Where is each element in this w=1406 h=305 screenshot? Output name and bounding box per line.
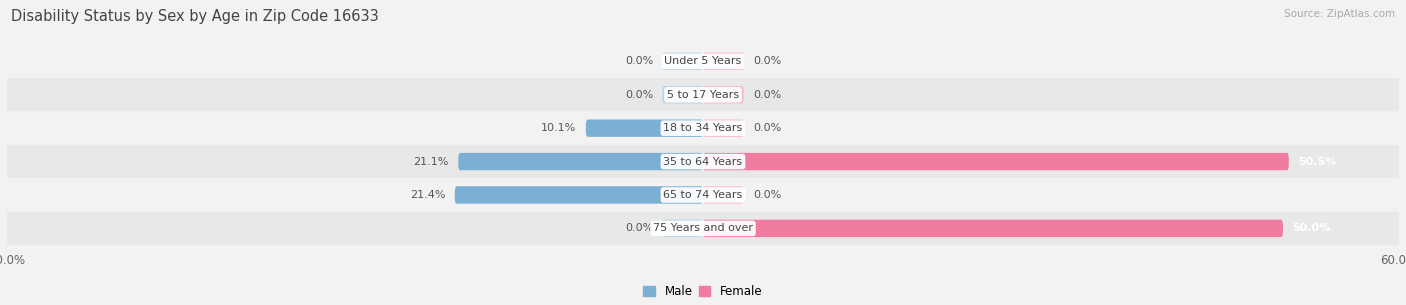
Text: 65 to 74 Years: 65 to 74 Years [664, 190, 742, 200]
FancyBboxPatch shape [662, 86, 703, 103]
Text: 75 Years and over: 75 Years and over [652, 223, 754, 233]
Text: 21.4%: 21.4% [411, 190, 446, 200]
Text: 0.0%: 0.0% [752, 56, 782, 66]
Text: 50.0%: 50.0% [1292, 223, 1330, 233]
Text: 5 to 17 Years: 5 to 17 Years [666, 90, 740, 100]
FancyBboxPatch shape [458, 153, 703, 170]
Text: Source: ZipAtlas.com: Source: ZipAtlas.com [1284, 9, 1395, 19]
FancyBboxPatch shape [662, 53, 703, 70]
FancyBboxPatch shape [0, 45, 1406, 78]
Text: 0.0%: 0.0% [624, 223, 654, 233]
FancyBboxPatch shape [703, 153, 1289, 170]
FancyBboxPatch shape [703, 120, 744, 137]
Text: 0.0%: 0.0% [624, 90, 654, 100]
FancyBboxPatch shape [703, 186, 744, 204]
Legend: Male, Female: Male, Female [638, 281, 768, 303]
FancyBboxPatch shape [0, 212, 1406, 245]
Text: 50.5%: 50.5% [1298, 156, 1336, 167]
Text: Disability Status by Sex by Age in Zip Code 16633: Disability Status by Sex by Age in Zip C… [11, 9, 380, 24]
Text: 21.1%: 21.1% [413, 156, 449, 167]
FancyBboxPatch shape [454, 186, 703, 204]
FancyBboxPatch shape [0, 111, 1406, 145]
Text: 0.0%: 0.0% [624, 56, 654, 66]
FancyBboxPatch shape [586, 120, 703, 137]
FancyBboxPatch shape [0, 178, 1406, 212]
FancyBboxPatch shape [703, 220, 1282, 237]
Text: 35 to 64 Years: 35 to 64 Years [664, 156, 742, 167]
FancyBboxPatch shape [0, 145, 1406, 178]
Text: 0.0%: 0.0% [752, 123, 782, 133]
FancyBboxPatch shape [703, 53, 744, 70]
Text: 10.1%: 10.1% [541, 123, 576, 133]
Text: 0.0%: 0.0% [752, 90, 782, 100]
FancyBboxPatch shape [0, 78, 1406, 111]
FancyBboxPatch shape [662, 220, 703, 237]
Text: Under 5 Years: Under 5 Years [665, 56, 741, 66]
Text: 0.0%: 0.0% [752, 190, 782, 200]
FancyBboxPatch shape [703, 86, 744, 103]
Text: 18 to 34 Years: 18 to 34 Years [664, 123, 742, 133]
